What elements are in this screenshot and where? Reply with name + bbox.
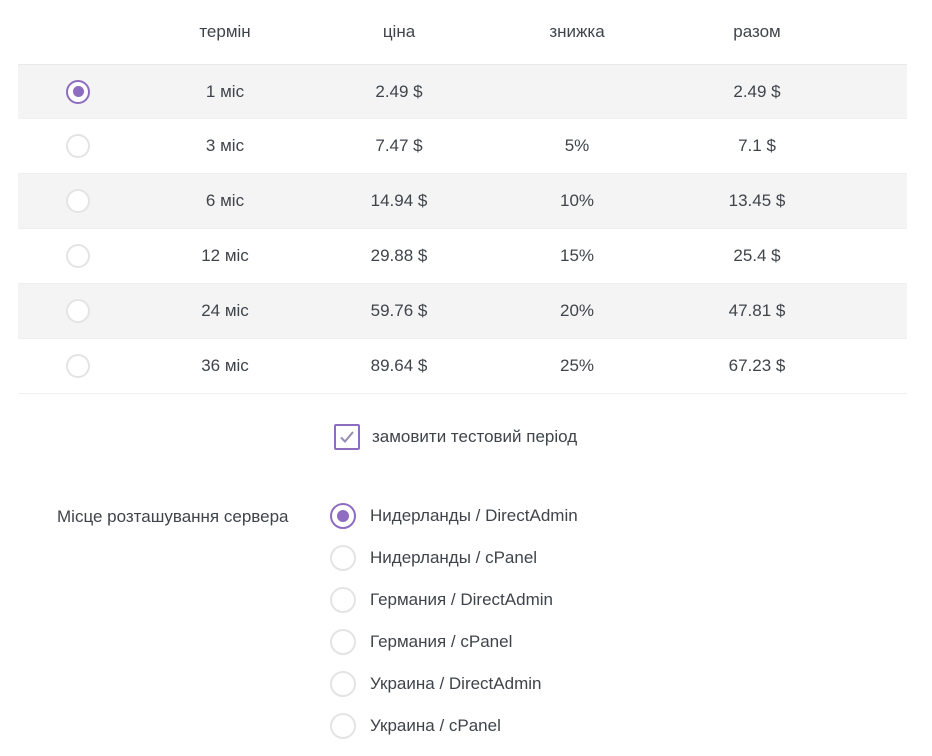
discount-cell: 5%: [564, 136, 590, 155]
radio-dot-icon: [337, 678, 349, 690]
radio-cell: [18, 244, 138, 268]
radio-dot-icon: [337, 636, 349, 648]
price-cell: 14.94 $: [370, 191, 428, 210]
trial-period-label[interactable]: замовити тестовий період: [372, 427, 578, 446]
radio-cell: [18, 354, 138, 378]
server-option-label: Нидерланды / DirectAdmin: [370, 506, 578, 525]
column-header-discount: знижка: [549, 22, 605, 41]
radio-dot-icon: [337, 720, 349, 732]
total-cell: 47.81 $: [728, 301, 786, 320]
radio-cell: [18, 189, 138, 213]
total-cell: 13.45 $: [728, 191, 786, 210]
server-option-ua-cpanel[interactable]: Украина / cPanel: [330, 705, 578, 747]
server-option-de-directadmin[interactable]: Германия / DirectAdmin: [330, 579, 578, 621]
price-cell: 2.49 $: [375, 81, 423, 101]
server-option-label: Германия / cPanel: [370, 632, 513, 651]
server-option-nl-directadmin[interactable]: Нидерланды / DirectAdmin: [330, 495, 578, 537]
term-cell: 6 міс: [205, 191, 245, 210]
total-cell: 67.23 $: [728, 356, 786, 375]
term-cell: 3 міс: [205, 136, 245, 155]
term-cell: 12 міс: [201, 246, 249, 265]
radio-dot-icon: [73, 361, 84, 372]
radio-dot-icon: [73, 306, 84, 317]
server-radio[interactable]: [330, 629, 356, 655]
discount-cell: 25%: [559, 356, 595, 375]
pricing-row-12mis[interactable]: 12 міс 29.88 $ 15% 25.4 $: [18, 229, 907, 284]
server-option-label: Германия / DirectAdmin: [370, 590, 553, 609]
radio-dot-icon: [337, 552, 349, 564]
server-radio[interactable]: [330, 587, 356, 613]
pricing-table-body: 1 міс 2.49 $ 2.49 $ 3 міс 7.47 $ 5% 7.1 …: [0, 64, 932, 394]
pricing-table-header: термін ціна знижка разом: [18, 0, 907, 64]
total-cell: 2.49 $: [733, 81, 781, 101]
discount-cell: 15%: [559, 246, 595, 265]
server-location-section: Місце розташування сервера Нидерланды / …: [0, 495, 932, 747]
term-radio[interactable]: [66, 134, 90, 158]
radio-cell: [18, 79, 138, 104]
discount-cell: 10%: [559, 191, 595, 210]
trial-period-section: замовити тестовий період: [334, 424, 932, 450]
term-cell: 1 міс: [205, 81, 245, 101]
column-header-price: ціна: [382, 22, 416, 41]
term-radio[interactable]: [66, 79, 90, 104]
pricing-row-1mis[interactable]: 1 міс 2.49 $ 2.49 $: [18, 64, 907, 119]
pricing-row-3mis[interactable]: 3 міс 7.47 $ 5% 7.1 $: [18, 119, 907, 174]
term-radio[interactable]: [66, 354, 90, 378]
price-cell: 29.88 $: [370, 246, 428, 265]
column-header-term: термін: [199, 22, 251, 41]
trial-period-checkbox[interactable]: [334, 424, 360, 450]
price-cell: 89.64 $: [370, 356, 428, 375]
server-option-label: Украина / cPanel: [370, 716, 501, 735]
pricing-row-6mis[interactable]: 6 міс 14.94 $ 10% 13.45 $: [18, 174, 907, 229]
pricing-table: термін ціна знижка разом 1 міс 2.49 $ 2.…: [0, 0, 932, 394]
check-icon: [340, 431, 354, 443]
server-option-ua-directadmin[interactable]: Украина / DirectAdmin: [330, 663, 578, 705]
column-header-total: разом: [733, 22, 781, 41]
total-cell: 25.4 $: [733, 246, 781, 265]
server-radio[interactable]: [330, 671, 356, 697]
pricing-row-36mis[interactable]: 36 міс 89.64 $ 25% 67.23 $: [18, 339, 907, 394]
server-radio[interactable]: [330, 545, 356, 571]
radio-cell: [18, 134, 138, 158]
term-cell: 36 міс: [201, 356, 249, 375]
radio-cell: [18, 299, 138, 323]
server-radio[interactable]: [330, 503, 356, 529]
discount-cell: 20%: [559, 301, 595, 320]
radio-dot-icon: [73, 196, 84, 207]
term-cell: 24 міс: [201, 301, 249, 320]
radio-dot-icon: [337, 510, 349, 522]
price-cell: 59.76 $: [370, 301, 428, 320]
radio-dot-icon: [73, 251, 84, 262]
server-radio[interactable]: [330, 713, 356, 739]
server-option-de-cpanel[interactable]: Германия / cPanel: [330, 621, 578, 663]
total-cell: 7.1 $: [738, 136, 776, 155]
radio-dot-icon: [337, 594, 349, 606]
radio-dot-icon: [72, 86, 84, 97]
radio-dot-icon: [73, 141, 84, 152]
server-location-label: Місце розташування сервера: [57, 507, 289, 526]
term-radio[interactable]: [66, 189, 90, 213]
term-radio[interactable]: [66, 244, 90, 268]
server-option-nl-cpanel[interactable]: Нидерланды / cPanel: [330, 537, 578, 579]
pricing-row-24mis[interactable]: 24 міс 59.76 $ 20% 47.81 $: [18, 284, 907, 339]
server-option-label: Нидерланды / cPanel: [370, 548, 538, 567]
price-cell: 7.47 $: [375, 136, 423, 155]
term-radio[interactable]: [66, 299, 90, 323]
server-option-label: Украина / DirectAdmin: [370, 674, 542, 693]
server-location-options: Нидерланды / DirectAdmin Нидерланды / cP…: [330, 495, 578, 747]
